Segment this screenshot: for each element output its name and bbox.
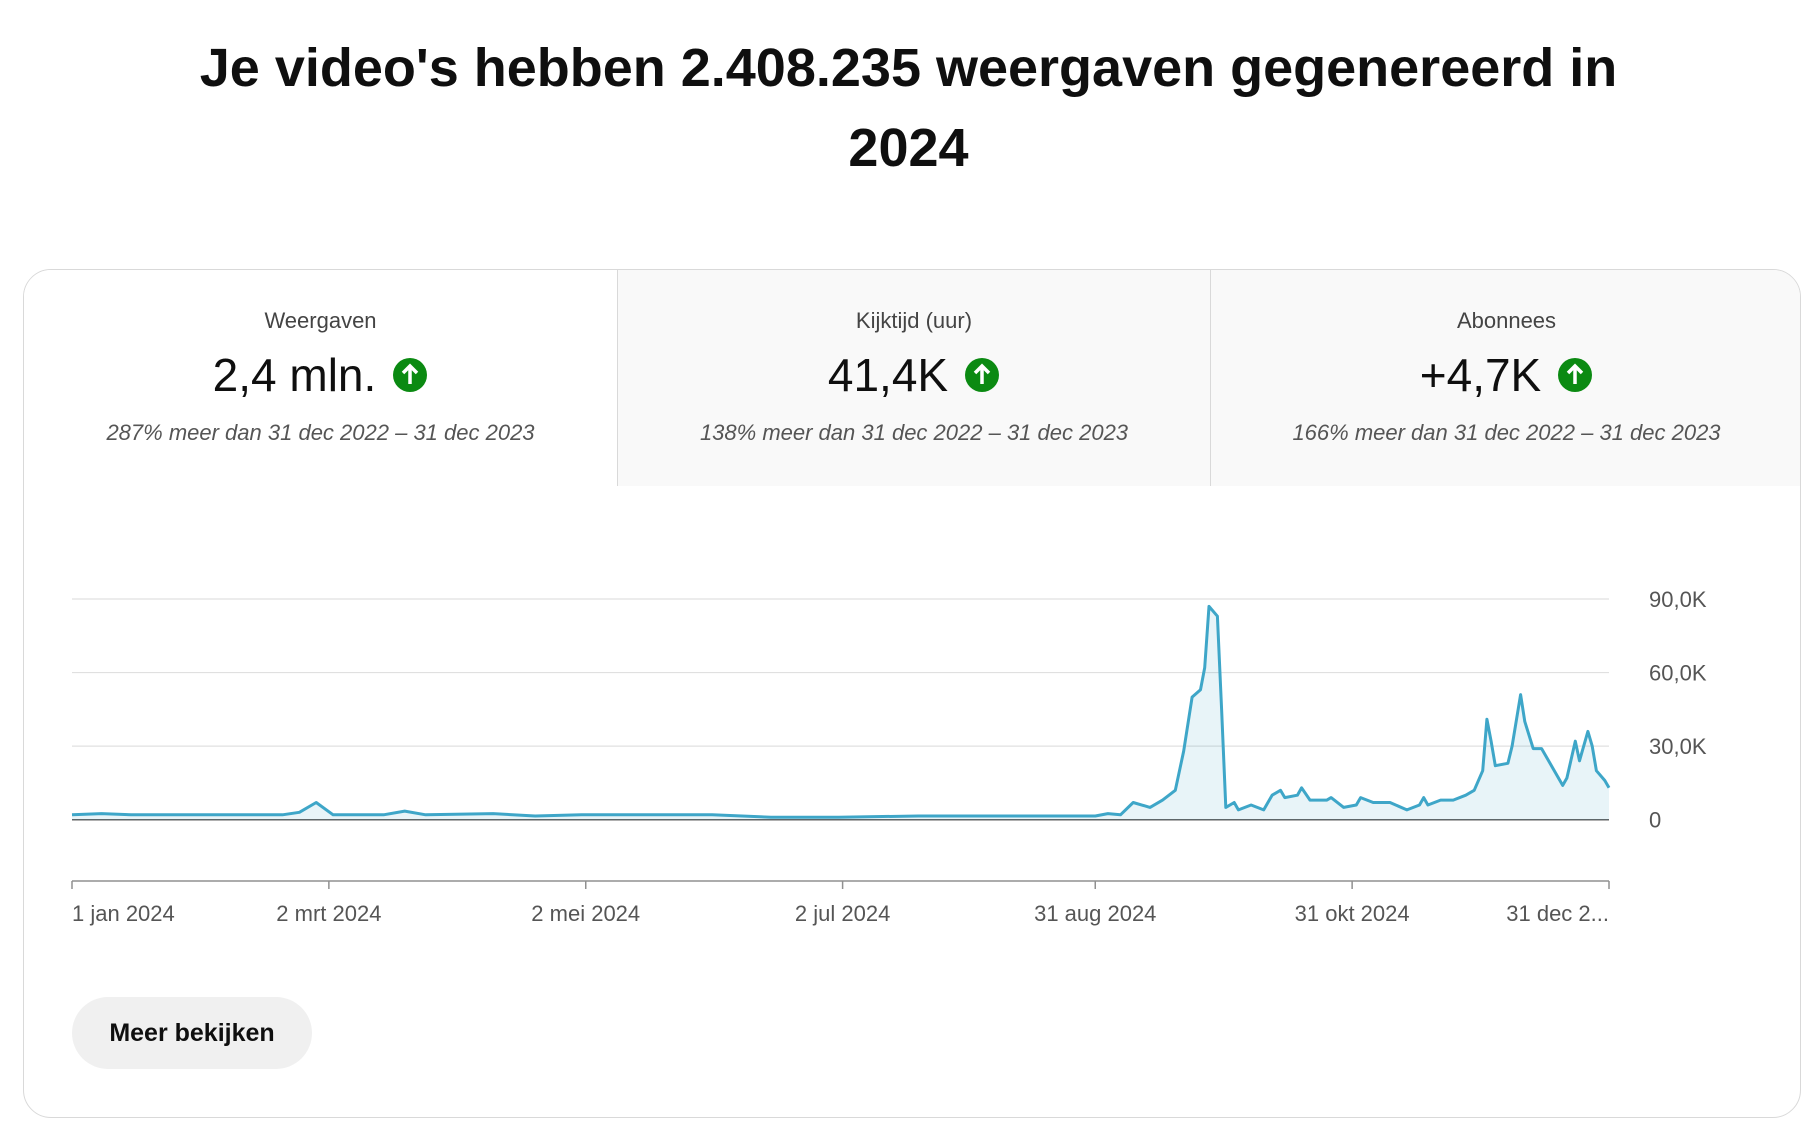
tab-label: Kijktijd (uur) xyxy=(855,308,973,333)
tab-value: 41,4K xyxy=(827,349,949,401)
x-tick-label: 2 mei 2024 xyxy=(531,901,640,926)
line xyxy=(71,604,1611,819)
up-icon xyxy=(1558,358,1593,392)
x-tick-label: 2 mrt 2024 xyxy=(276,901,381,926)
tab-label: Abonnees xyxy=(1456,308,1557,333)
y-tick-label: 90,0K xyxy=(1649,587,1707,612)
tab-value-row: +4,7K xyxy=(1211,348,1800,402)
tab-label: Weergaven xyxy=(264,308,377,333)
page-title: Je video's hebben 2.408.235 weergaven ge… xyxy=(199,38,1618,178)
tab-value-row: 41,4K xyxy=(618,348,1210,402)
tab-value: +4,7K xyxy=(1419,349,1542,401)
y-tick-label: 0 xyxy=(1649,808,1661,833)
tab-comparison: 287% meer dan 31 dec 2022 – 31 dec 2023 xyxy=(106,420,535,445)
up-icon xyxy=(965,358,1000,392)
y-tick-label: 60,0K xyxy=(1649,661,1707,686)
card: Weergaven 2,4 mln. 287% meer dan 31 dec … xyxy=(23,269,1801,1118)
x-tick-label: 31 dec 2... xyxy=(1506,901,1609,926)
up-icon xyxy=(393,358,428,392)
tab[interactable]: Weergaven 2,4 mln. 287% meer dan 31 dec … xyxy=(24,270,617,486)
x-tick-label: 31 okt 2024 xyxy=(1295,901,1410,926)
y-tick-label: 30,0K xyxy=(1649,734,1707,759)
tab[interactable]: Kijktijd (uur) 41,4K 138% meer dan 31 de… xyxy=(617,270,1210,486)
tab-comparison: 138% meer dan 31 dec 2022 – 31 dec 2023 xyxy=(699,420,1129,445)
x-tick-label: 31 aug 2024 xyxy=(1034,901,1156,926)
x-tick-label: 2 jul 2024 xyxy=(795,901,890,926)
more-button[interactable]: Meer bekijken xyxy=(72,997,312,1069)
area xyxy=(72,606,1609,820)
x-tick-label: 1 jan 2024 xyxy=(72,901,175,926)
tab-value-row: 2,4 mln. xyxy=(24,348,617,402)
tab-comparison: 166% meer dan 31 dec 2022 – 31 dec 2023 xyxy=(1292,420,1721,445)
tab[interactable]: Abonnees +4,7K 166% meer dan 31 dec 2022… xyxy=(1210,270,1800,486)
tab-value: 2,4 mln. xyxy=(212,349,377,401)
